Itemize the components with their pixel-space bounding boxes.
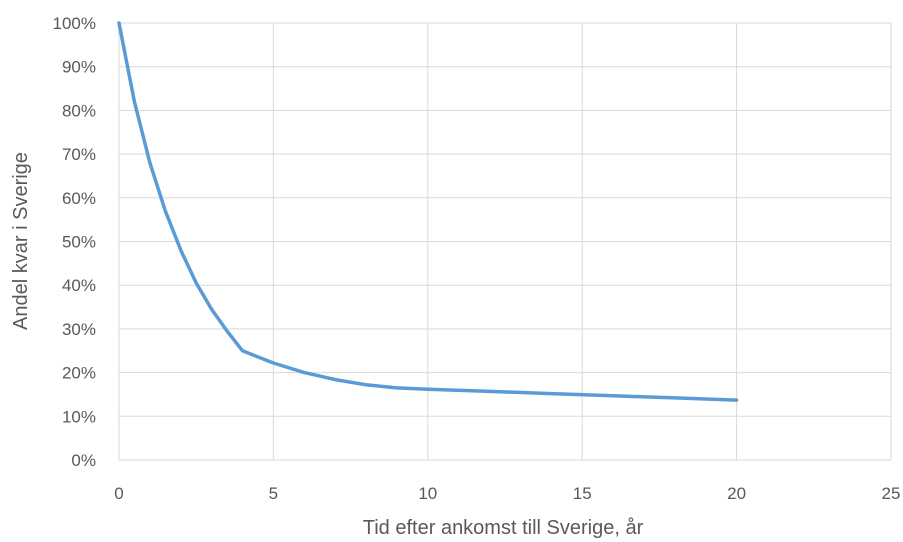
x-tick-label: 5 <box>269 484 278 503</box>
y-tick-label: 10% <box>62 407 96 426</box>
y-tick-label: 70% <box>62 145 96 164</box>
x-tick-label: 20 <box>727 484 746 503</box>
y-tick-label: 60% <box>62 189 96 208</box>
x-tick-label: 25 <box>882 484 901 503</box>
y-tick-label: 80% <box>62 101 96 120</box>
y-tick-label: 40% <box>62 276 96 295</box>
y-tick-label: 50% <box>62 233 96 252</box>
x-tick-label: 0 <box>114 484 123 503</box>
x-axis-title: Tid efter ankomst till Sverige, år <box>363 517 644 539</box>
series-line <box>117 21 739 402</box>
tick-labels: 0% 10% 20% 30% 40% 50% 60% 70% 80% 90% 100% 0 5 10 15 2… <box>53 14 901 503</box>
y-axis-title: Andel kvar i Sverige <box>10 152 32 330</box>
y-tick-label: 100% <box>53 14 96 33</box>
series-group <box>117 21 739 402</box>
gridlines <box>118 22 892 461</box>
x-tick-label: 15 <box>573 484 592 503</box>
y-tick-label: 0% <box>71 451 96 470</box>
y-tick-label: 90% <box>62 58 96 77</box>
x-tick-label: 10 <box>418 484 437 503</box>
y-tick-label: 20% <box>62 364 96 383</box>
y-tick-label: 30% <box>62 320 96 339</box>
